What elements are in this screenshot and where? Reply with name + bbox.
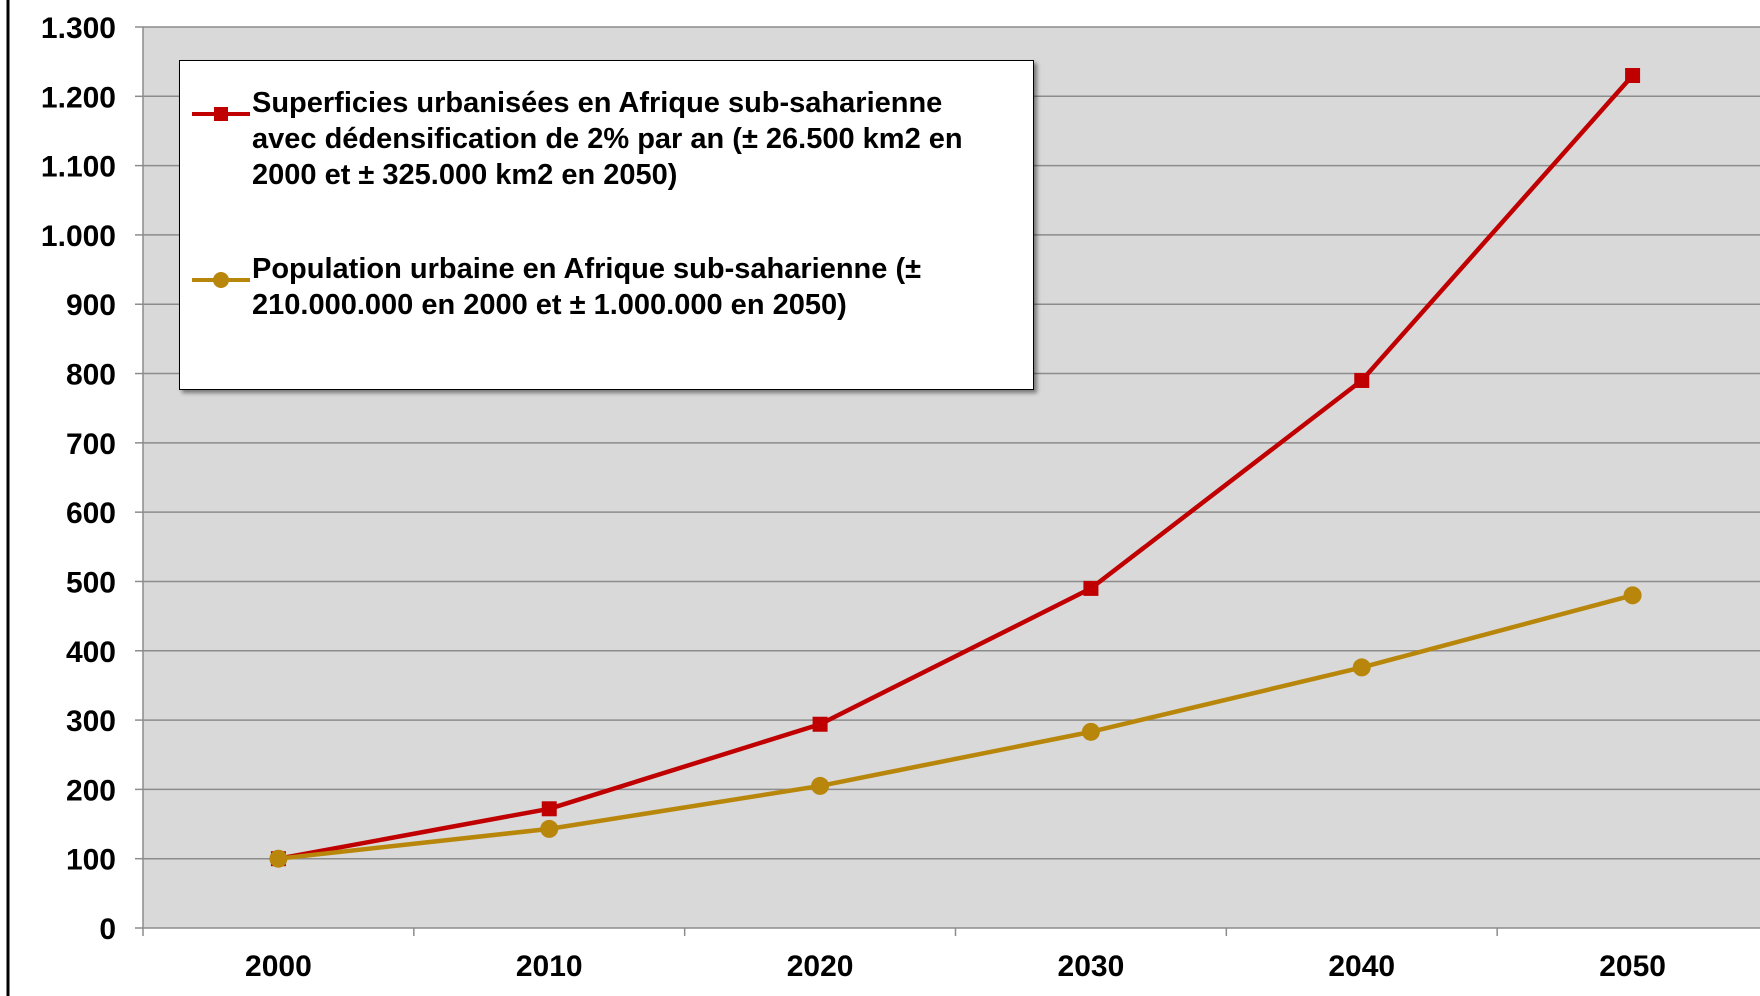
data-point <box>1354 372 1370 388</box>
series-line <box>278 593 1634 861</box>
data-point <box>812 716 828 732</box>
y-axis-tick-labels: 0 100 200 300 400 500 600 700 800 900 1.000 1.100 1.… <box>41 12 116 946</box>
circle-marker-icon <box>192 272 250 288</box>
x-tick-label: 2050 <box>1599 950 1666 983</box>
y-tick-label: 1.100 <box>41 151 116 184</box>
y-tick-label: 900 <box>66 289 116 322</box>
x-axis-tick-labels: 2000 2010 2020 2030 2040 2050 <box>245 950 1666 983</box>
x-tick-label: 2000 <box>245 950 312 983</box>
axes <box>135 26 1760 936</box>
legend-line: avec dédensification de 2% par an (± 26.… <box>252 123 963 155</box>
x-tick-label: 2030 <box>1058 950 1125 983</box>
y-tick-label: 800 <box>66 359 116 392</box>
square-marker-icon <box>192 107 250 121</box>
x-tick-label: 2040 <box>1328 950 1395 983</box>
legend-line: 210.000.000 en 2000 et ± 1.000.000 en 20… <box>252 289 847 321</box>
x-tick-label: 2020 <box>787 950 854 983</box>
series-1 <box>270 68 1641 867</box>
data-point <box>811 776 830 795</box>
y-tick-label: 1.300 <box>41 12 116 45</box>
y-tick-label: 0 <box>99 913 116 946</box>
y-tick-label: 300 <box>66 705 116 738</box>
legend-line: 2000 et ± 325.000 km2 en 2050) <box>252 159 678 191</box>
y-tick-label: 400 <box>66 636 116 669</box>
data-point <box>540 819 559 838</box>
y-tick-label: 700 <box>66 428 116 461</box>
legend-line: Population urbaine en Afrique sub-sahari… <box>252 253 922 285</box>
data-point <box>1352 658 1371 677</box>
data-point <box>541 801 557 817</box>
data-point <box>1083 580 1099 596</box>
series-line <box>278 74 1635 861</box>
data-point <box>269 849 288 868</box>
legend: Superficies urbanisées en Afrique sub-sa… <box>179 60 1034 390</box>
x-tick-label: 2010 <box>516 950 583 983</box>
y-tick-label: 1.200 <box>41 81 116 114</box>
series-group <box>269 68 1642 868</box>
data-point <box>1625 68 1641 84</box>
series-2 <box>269 586 1642 868</box>
legend-line: Superficies urbanisées en Afrique sub-sa… <box>252 87 943 119</box>
y-tick-label: 100 <box>66 844 116 877</box>
y-tick-label: 1.000 <box>41 220 116 253</box>
y-tick-label: 200 <box>66 774 116 807</box>
y-tick-label: 500 <box>66 566 116 599</box>
y-tick-label: 600 <box>66 497 116 530</box>
data-point <box>1623 586 1642 605</box>
data-point <box>1081 722 1100 741</box>
